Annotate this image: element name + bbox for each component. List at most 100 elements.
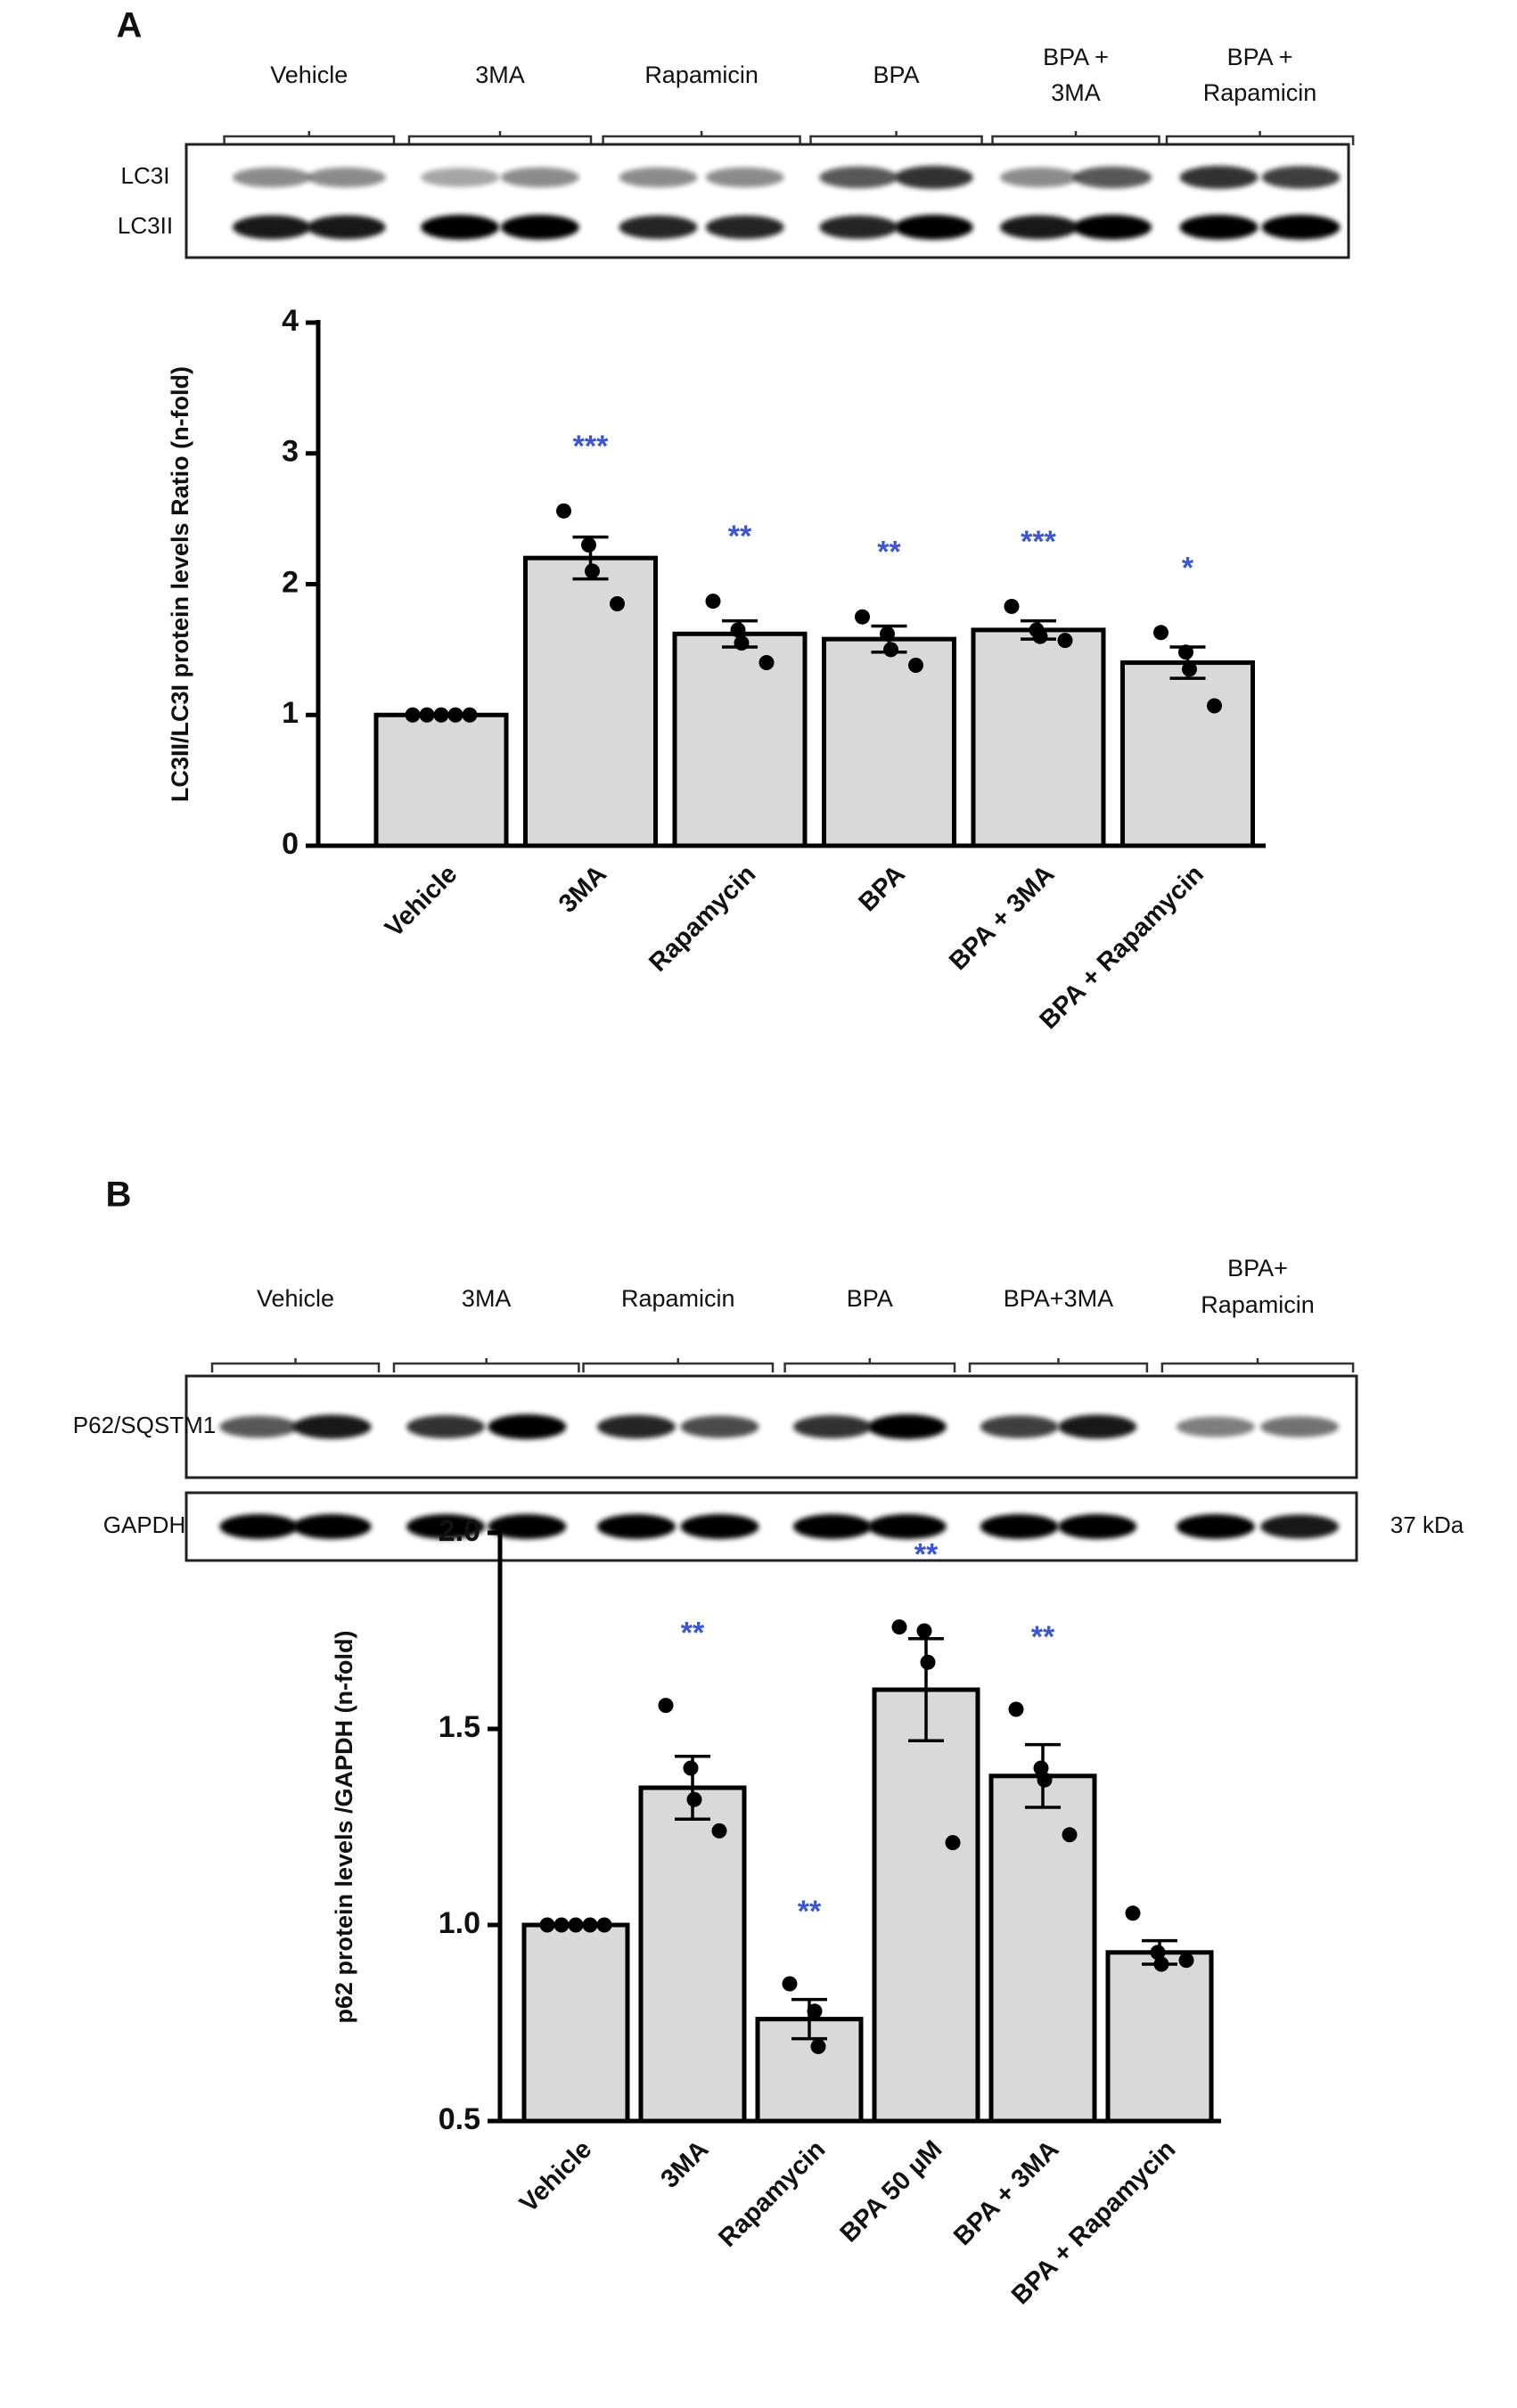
blot-band xyxy=(307,215,386,240)
lane-bracket xyxy=(392,1358,580,1372)
lane-bracket xyxy=(1165,131,1355,145)
blot-row-label: LC3I xyxy=(121,162,170,189)
y-axis-label: LC3II/LC3I protein levels Ratio (n-fold) xyxy=(167,366,193,802)
lane-group-label: Rapamicin xyxy=(1201,1291,1315,1318)
data-point xyxy=(1207,698,1222,714)
panel-label: A xyxy=(117,6,143,45)
blot-band xyxy=(307,167,386,188)
blot-row-label: P62/SQSTM1 xyxy=(73,1412,216,1438)
data-point xyxy=(807,2003,823,2019)
bar xyxy=(1120,660,1255,848)
blot-frame xyxy=(184,1491,1358,1562)
lane-group-label: Rapamicin xyxy=(1203,79,1317,106)
blot-band xyxy=(792,1514,872,1539)
blot-band xyxy=(219,1415,299,1438)
significance-label: ** xyxy=(1031,1620,1055,1654)
lane-group-label: BPA + xyxy=(1227,44,1293,70)
lane-group-label: Rapamicin xyxy=(644,61,758,88)
blot-band xyxy=(488,1514,567,1539)
data-point xyxy=(554,1917,570,1933)
y-tick-label: 0 xyxy=(282,827,299,861)
lane-bracket xyxy=(783,1358,956,1372)
significance-label: ** xyxy=(798,1895,822,1929)
lane-group-label: BPA+ xyxy=(1227,1255,1288,1282)
data-point xyxy=(945,1835,961,1851)
data-point xyxy=(539,1917,555,1933)
significance-label: * xyxy=(1182,551,1194,585)
blot-annotation: 37 kDa xyxy=(1390,1511,1464,1538)
blot-band xyxy=(867,1414,947,1439)
data-point xyxy=(1004,598,1020,614)
blot-band xyxy=(980,1415,1059,1438)
blot-band xyxy=(894,215,973,240)
data-point xyxy=(658,1698,674,1714)
y-tick-label: 0.5 xyxy=(439,2102,480,2136)
y-tick-label: 3 xyxy=(282,435,299,469)
blot-band xyxy=(680,1415,759,1438)
data-point xyxy=(1062,1827,1078,1843)
data-point xyxy=(891,1619,907,1635)
data-point xyxy=(880,626,895,642)
blot-band xyxy=(1058,1514,1137,1539)
lane-bracket xyxy=(210,1358,381,1372)
data-point xyxy=(758,655,775,671)
lane-bracket xyxy=(1160,1358,1355,1372)
x-tick-label: 3MA xyxy=(655,2135,714,2194)
x-tick-label: BPA + Rapamycin xyxy=(1034,860,1209,1035)
x-tick-label: BPA + 3MA xyxy=(948,2135,1064,2251)
data-point xyxy=(1153,625,1168,641)
data-point xyxy=(734,635,750,651)
bar xyxy=(672,631,808,848)
lane-group-label: BPA + xyxy=(1043,44,1109,70)
blot-band xyxy=(619,167,698,188)
data-point xyxy=(1037,1772,1053,1788)
blot-band xyxy=(999,167,1078,188)
blot-band xyxy=(867,1514,947,1539)
bar xyxy=(988,1773,1097,2124)
lane-group-label: Vehicle xyxy=(270,61,348,88)
blot-band xyxy=(421,215,500,240)
significance-label: *** xyxy=(573,430,609,463)
lane-group-label: 3MA xyxy=(462,1285,512,1312)
data-point xyxy=(782,1976,798,1992)
data-point xyxy=(1008,1701,1024,1717)
blot-band xyxy=(980,1514,1059,1539)
bar xyxy=(638,1785,747,2124)
data-point xyxy=(581,536,596,553)
blot-band xyxy=(219,1514,299,1539)
blot-band xyxy=(619,215,698,240)
data-point xyxy=(883,642,898,658)
bar xyxy=(523,555,658,848)
x-tick-label: BPA + 3MA xyxy=(944,860,1060,976)
data-point xyxy=(462,707,478,723)
data-point xyxy=(419,707,435,723)
blot-band xyxy=(819,215,898,240)
data-point xyxy=(920,1654,936,1670)
bar xyxy=(373,712,509,848)
blot-band xyxy=(1058,1414,1137,1439)
lane-group-label: Rapamicin xyxy=(621,1285,735,1312)
blot-band xyxy=(1176,1514,1255,1539)
blot-band xyxy=(819,166,898,189)
lane-bracket xyxy=(582,1358,775,1372)
blot-band xyxy=(597,1514,676,1539)
blot-band xyxy=(406,1514,486,1539)
blot-band xyxy=(680,1514,759,1539)
data-point xyxy=(610,596,625,612)
data-point xyxy=(1057,633,1073,649)
data-point xyxy=(810,2038,826,2054)
bar xyxy=(521,1922,630,2124)
data-point xyxy=(433,707,449,723)
data-point xyxy=(1125,1905,1141,1921)
data-point xyxy=(447,707,463,723)
data-point xyxy=(908,657,923,673)
bar xyxy=(872,1687,980,2124)
x-tick-label: Vehicle xyxy=(514,2135,597,2218)
data-point xyxy=(683,1760,699,1776)
data-point xyxy=(1153,1956,1169,1972)
lane-bracket xyxy=(223,131,396,145)
blot-band xyxy=(894,166,973,189)
blot-band xyxy=(1260,1514,1340,1539)
bar xyxy=(822,636,956,848)
x-tick-label: BPA 50 µM xyxy=(835,2135,948,2248)
